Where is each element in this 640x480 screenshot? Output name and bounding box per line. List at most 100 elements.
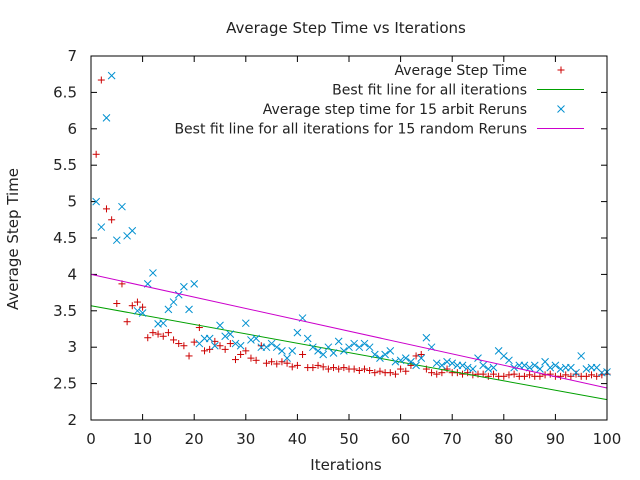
data-point — [118, 202, 126, 211]
data-point — [262, 359, 270, 367]
data-point — [241, 319, 250, 328]
data-point — [293, 328, 302, 337]
series-2 — [90, 305, 608, 401]
data-point — [319, 350, 328, 359]
y-axis-label: Average Step Time — [4, 168, 22, 310]
x-axis-label: Iterations — [310, 456, 382, 474]
data-point — [164, 329, 172, 337]
data-point — [113, 300, 121, 308]
data-point — [417, 354, 426, 362]
data-point — [407, 357, 415, 366]
data-point — [489, 363, 498, 372]
data-point — [278, 346, 286, 355]
data-point — [268, 358, 276, 366]
data-point — [288, 363, 296, 371]
data-point — [185, 352, 193, 360]
data-point — [530, 361, 539, 370]
data-point — [567, 372, 575, 380]
data-point — [128, 302, 136, 310]
fit-line — [90, 273, 608, 389]
data-point — [107, 71, 116, 80]
plot-frame — [90, 55, 608, 421]
data-point — [237, 350, 245, 358]
plot-area: 0 10 20 30 40 50 60 70 80 90 100 2 2.5 3 3.5 4 4.5 5 5.5 6 6… — [53, 47, 621, 448]
data-point — [582, 365, 591, 373]
x-tick-label: 70 — [443, 430, 462, 448]
data-point — [355, 366, 363, 374]
data-point — [102, 205, 110, 213]
legend-label: Best fit line for all iterations — [332, 83, 527, 99]
x-tick-label: 90 — [546, 430, 565, 448]
y-tick-label: 2.5 — [53, 375, 77, 393]
data-point — [231, 339, 240, 348]
data-point — [402, 367, 410, 375]
data-point — [551, 361, 560, 370]
y-tick-label: 4 — [67, 265, 77, 283]
data-point — [128, 226, 137, 235]
data-point — [582, 372, 590, 380]
data-point — [546, 363, 555, 372]
data-point — [314, 361, 322, 369]
data-point — [536, 365, 544, 373]
data-point — [572, 368, 580, 377]
data-point — [339, 346, 348, 355]
data-point — [355, 343, 364, 352]
data-point — [92, 197, 101, 206]
data-point — [577, 352, 586, 360]
data-point — [288, 346, 297, 355]
data-point — [407, 361, 415, 369]
data-point — [272, 343, 281, 352]
data-point — [247, 336, 255, 344]
data-point — [267, 339, 276, 348]
series-1 — [92, 76, 611, 380]
data-point — [169, 298, 178, 306]
data-point — [458, 361, 467, 370]
data-point — [324, 365, 332, 373]
data-point — [273, 360, 281, 368]
data-point — [386, 369, 394, 377]
y-tick-label: 6 — [67, 120, 77, 138]
data-point — [366, 366, 374, 374]
axis-ticks: 0 10 20 30 40 50 60 70 80 90 100 2 2.5 3 3.5 4 4.5 5 5.5 6 6… — [53, 47, 621, 448]
data-point — [190, 280, 199, 288]
data-point — [262, 343, 271, 352]
data-point — [144, 334, 152, 342]
data-point — [252, 334, 260, 343]
y-tick-label: 7 — [67, 47, 77, 65]
x-tick-label: 60 — [391, 430, 410, 448]
data-point — [252, 356, 260, 364]
data-point — [133, 298, 141, 306]
data-point — [190, 338, 198, 346]
data-point — [216, 321, 224, 330]
data-point — [593, 372, 601, 380]
data-point — [92, 150, 100, 158]
series-4 — [90, 273, 608, 389]
data-point — [360, 365, 368, 373]
y-tick-label: 2 — [67, 411, 77, 429]
fit-line — [90, 305, 608, 401]
data-point — [293, 361, 301, 369]
data-point — [468, 365, 477, 373]
data-point — [149, 269, 157, 277]
data-point — [526, 371, 534, 379]
data-point — [221, 345, 229, 353]
data-point — [438, 369, 446, 377]
data-point — [206, 345, 214, 353]
data-point — [536, 372, 544, 380]
data-point — [180, 342, 188, 350]
data-point — [464, 369, 472, 377]
data-point — [205, 334, 214, 343]
data-point — [309, 343, 317, 352]
legend-label: Average step time for 15 arbit Reruns — [263, 102, 527, 118]
y-tick-label: 3 — [67, 338, 77, 356]
data-point — [329, 349, 338, 357]
data-point — [432, 359, 441, 368]
data-point — [149, 329, 157, 337]
data-point — [520, 361, 529, 370]
data-point — [283, 354, 291, 362]
data-point — [257, 342, 265, 350]
x-tick-label: 10 — [133, 430, 152, 448]
data-point — [201, 347, 209, 355]
data-point — [391, 370, 399, 378]
